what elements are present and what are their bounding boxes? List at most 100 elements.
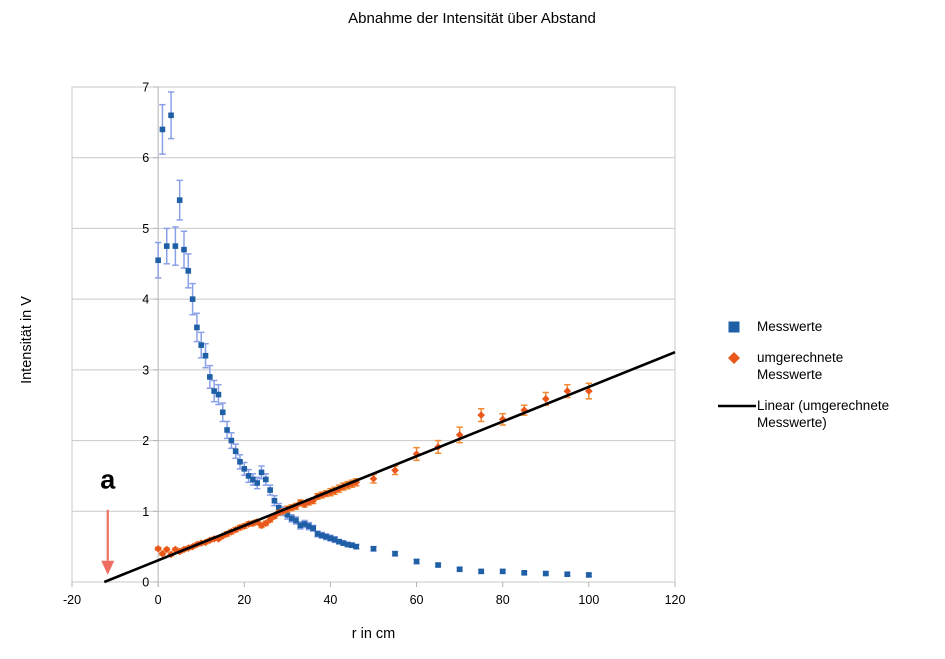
data-point-umgerechnet	[270, 512, 279, 521]
data-point-messwerte	[241, 466, 248, 472]
data-point-messwerte	[172, 243, 179, 249]
x-tick-label: -20	[63, 593, 81, 607]
data-point-umgerechnet	[309, 496, 317, 505]
data-point-messwerte	[319, 532, 325, 539]
data-point-messwerte	[478, 568, 484, 575]
data-point-messwerte	[228, 437, 235, 444]
data-point-messwerte	[211, 388, 217, 394]
data-point-messwerte	[219, 409, 226, 416]
legend-marker-line-icon	[718, 397, 756, 414]
data-point-messwerte	[194, 324, 200, 331]
y-tick-label: 5	[142, 222, 149, 236]
data-point-messwerte	[155, 257, 161, 264]
data-point-messwerte	[293, 517, 299, 524]
data-point-messwerte	[413, 558, 420, 565]
legend-label: Messwerte	[757, 319, 823, 334]
data-point-messwerte	[370, 545, 377, 552]
data-point-messwerte	[250, 476, 256, 483]
x-tick-label: 80	[496, 593, 510, 607]
data-point-messwerte	[542, 570, 549, 577]
data-point-messwerte	[198, 342, 205, 348]
data-point-messwerte	[168, 112, 174, 119]
data-point-messwerte	[189, 296, 196, 302]
y-tick-label: 1	[142, 505, 149, 519]
data-point-messwerte	[340, 540, 347, 546]
data-point-messwerte	[215, 391, 222, 398]
data-point-umgerechnet	[563, 387, 572, 395]
y-tick-label: 3	[142, 363, 149, 377]
data-point-umgerechnet	[162, 545, 171, 554]
legend: Messwerte umgerechnete Messwerte Linear …	[718, 318, 928, 445]
data-point-messwerte	[331, 536, 338, 543]
y-tick-label: 4	[142, 293, 149, 307]
data-point-messwerte	[159, 126, 166, 133]
data-point-umgerechnet	[520, 406, 529, 414]
data-point-umgerechnet	[585, 387, 593, 395]
data-point-messwerte	[297, 522, 304, 529]
legend-item-messwerte: Messwerte	[718, 318, 928, 335]
data-point-messwerte	[344, 541, 351, 548]
legend-item-linear-fit: Linear (umgerechnete Messwerte)	[718, 397, 928, 431]
x-tick-label: 100	[578, 593, 599, 607]
data-point-messwerte	[275, 504, 282, 511]
data-point-messwerte	[176, 197, 183, 203]
data-point-umgerechnet	[300, 500, 309, 509]
data-point-messwerte	[327, 535, 334, 541]
data-point-messwerte	[306, 523, 312, 529]
x-tick-label: 60	[410, 593, 424, 607]
data-point-umgerechnet	[154, 544, 162, 553]
y-tick-label: 2	[142, 434, 149, 448]
data-point-messwerte	[353, 543, 360, 550]
annotation-a-label: a	[100, 465, 116, 495]
data-point-messwerte	[202, 352, 209, 359]
x-tick-label: 20	[237, 593, 251, 607]
plot-frame	[71, 86, 676, 583]
data-point-messwerte	[284, 512, 291, 518]
data-point-messwerte	[349, 542, 355, 549]
data-point-umgerechnet	[391, 466, 399, 475]
data-point-messwerte	[310, 525, 316, 532]
data-point-umgerechnet	[171, 545, 180, 554]
legend-marker-square-icon	[718, 318, 750, 335]
data-point-messwerte	[288, 515, 295, 522]
data-point-messwerte	[181, 246, 187, 253]
x-tick-label: 120	[665, 593, 686, 607]
data-point-umgerechnet	[541, 395, 550, 403]
legend-item-umgerechnete-messwerte: umgerechnete Messwerte	[718, 349, 928, 383]
data-point-messwerte	[499, 568, 506, 575]
data-point-messwerte	[271, 497, 278, 504]
x-axis-title: r in cm	[351, 626, 396, 642]
chart-title: Abnahme der Intensität über Abstand	[348, 10, 596, 27]
data-point-umgerechnet	[477, 411, 485, 419]
data-point-messwerte	[564, 571, 571, 578]
legend-label: Linear (umgerechnete Messwerte)	[757, 398, 890, 430]
legend-marker-diamond-icon	[718, 349, 750, 366]
data-point-umgerechnet	[305, 498, 313, 506]
data-point-messwerte	[245, 473, 252, 479]
data-point-umgerechnet	[455, 431, 464, 439]
data-point-messwerte	[336, 538, 342, 545]
data-point-umgerechnet	[292, 502, 300, 511]
data-point-messwerte	[185, 268, 192, 274]
data-point-umgerechnet	[266, 515, 274, 524]
y-tick-label: 7	[142, 81, 149, 95]
data-point-messwerte	[267, 487, 273, 493]
data-point-messwerte	[207, 374, 213, 380]
data-point-messwerte	[224, 427, 230, 433]
legend-label: umgerechnete Messwerte	[757, 350, 844, 382]
data-point-messwerte	[435, 562, 441, 568]
data-point-messwerte	[314, 531, 321, 537]
data-point-umgerechnet	[348, 479, 356, 488]
trend-line	[103, 350, 676, 584]
x-tick-label: 40	[323, 593, 337, 607]
data-point-messwerte	[258, 469, 265, 476]
data-point-umgerechnet	[262, 519, 270, 528]
data-point-messwerte	[456, 566, 463, 573]
data-point-messwerte	[392, 550, 398, 557]
y-tick-label: 0	[142, 576, 149, 590]
annotation-arrow-head-icon	[101, 560, 115, 575]
data-point-umgerechnet	[257, 521, 266, 530]
data-point-umgerechnet	[158, 549, 167, 558]
